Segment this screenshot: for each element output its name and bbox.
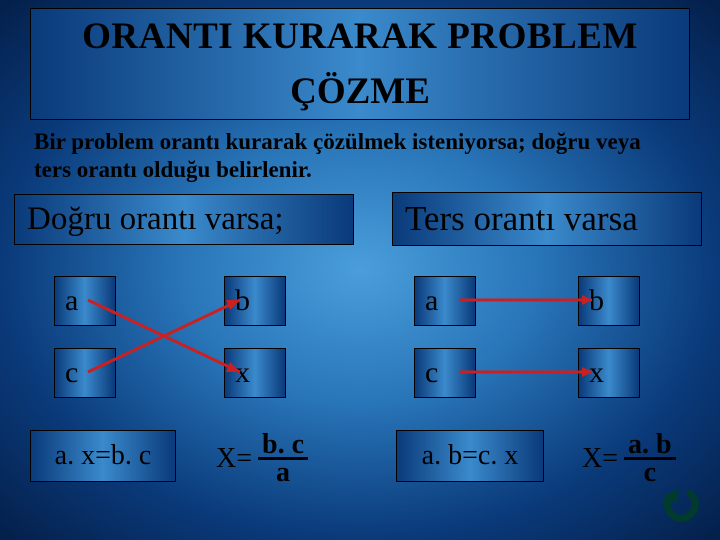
intro-text: Bir problem orantı kurarak çözülmek iste… <box>34 128 674 183</box>
formula-right-prefix: X= <box>582 443 618 475</box>
equation-left: a. x=b. c <box>30 430 176 482</box>
formula-left: X= b. c a <box>216 432 308 485</box>
title-line2: ÇÖZME <box>290 70 430 113</box>
return-icon[interactable] <box>658 482 702 526</box>
horiz-lines-right <box>414 276 640 398</box>
formula-left-prefix: X= <box>216 443 252 475</box>
heading-inverse: Ters orantı varsa <box>392 192 702 246</box>
formula-right: X= a. b c <box>582 432 676 485</box>
formula-right-num: a. b <box>624 432 676 460</box>
formula-left-num: b. c <box>258 432 308 460</box>
formula-right-fraction: a. b c <box>624 432 676 485</box>
title-line1: ORANTI KURARAK PROBLEM <box>82 15 638 58</box>
cross-lines-left <box>54 276 286 398</box>
formula-right-den: c <box>640 460 660 485</box>
heading-direct: Doğru orantı varsa; <box>14 194 354 245</box>
formula-left-fraction: b. c a <box>258 432 308 485</box>
formula-left-den: a <box>272 460 294 485</box>
title-box: ORANTI KURARAK PROBLEM ÇÖZME <box>30 8 690 120</box>
equation-right: a. b=c. x <box>396 430 544 482</box>
